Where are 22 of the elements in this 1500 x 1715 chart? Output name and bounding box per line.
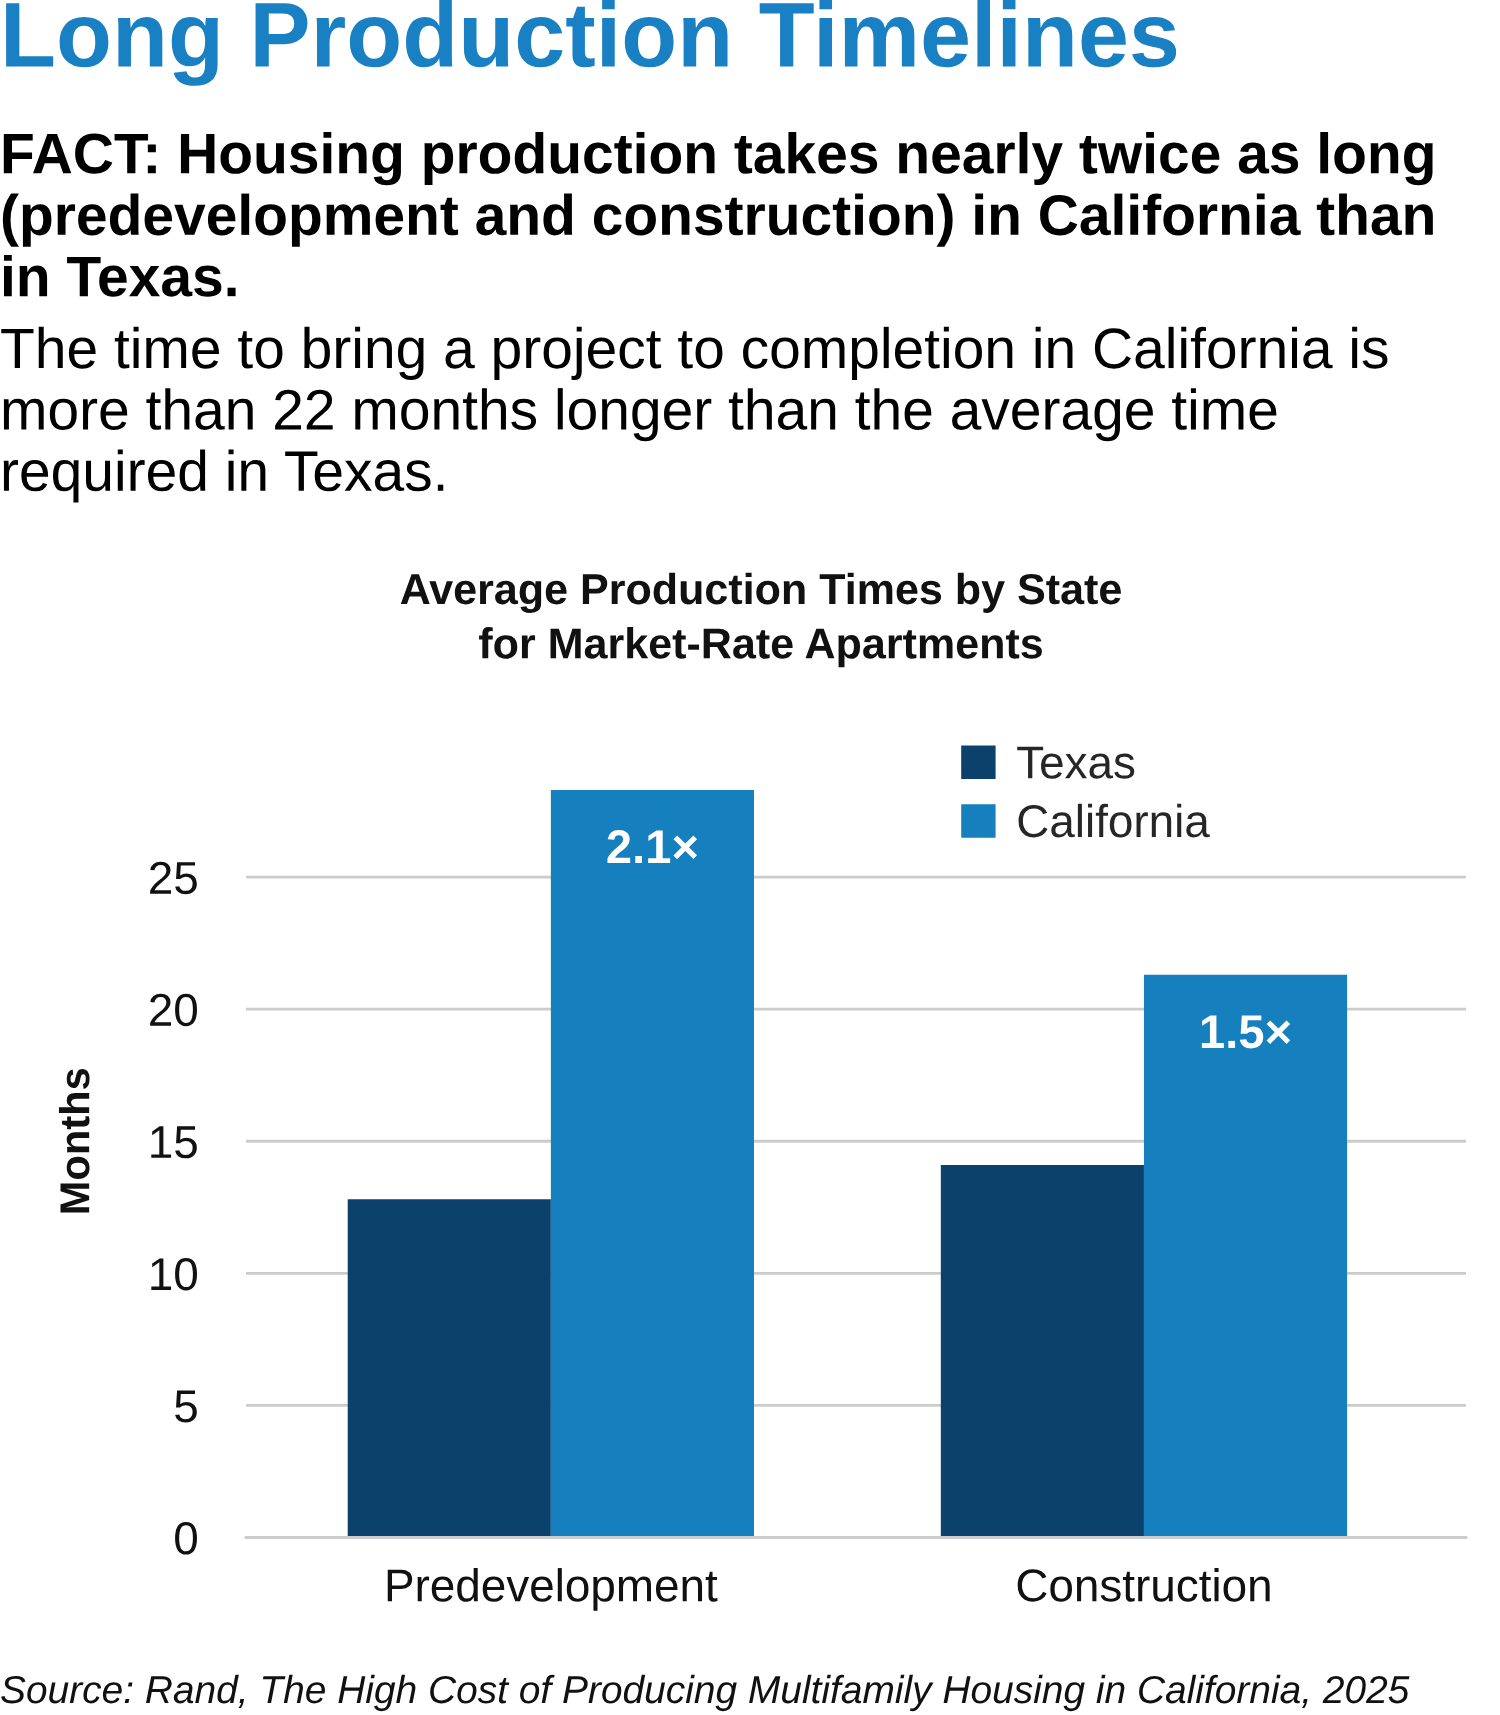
annotation: 2.1× [607,830,698,864]
text: The time to bring a project to completion in California is more than 22 months longer than the average time required in Texas. [1,326,1388,503]
bar [1143,974,1348,1538]
bar [550,789,754,1538]
y-axis-title: Months [58,1068,90,1213]
y-tick-label: 0 [175,1522,197,1555]
y-tick-label: 20 [150,993,197,1027]
annotation: 1.5× [1201,1015,1291,1049]
y-tick-label: 5 [175,1390,197,1423]
text: Average Production Times by State for Market-Rate Apartments [400,572,1121,668]
y-tick-label: 25 [150,861,197,895]
legend-label: Texas [1017,746,1135,779]
source-note: Source: Rand, The High Cost of Producing Multifamily Housing in California, 2025 [1,1674,1410,1712]
legend-label: California [1018,803,1210,838]
chart-subtitle: FACT: Housing production takes nearly twice as long (predevelopment and construction) in California than in Texas. [2,132,1433,297]
bar [940,1165,1144,1538]
chart-title: Long Production Timelines [6,0,1177,86]
bar [347,1199,551,1538]
y-tick-label: 10 [151,1257,197,1291]
y-tick-label: 15 [151,1126,197,1159]
x-tick-label: Construction [1017,1568,1270,1602]
x-tick-label: Predevelopment [387,1568,718,1611]
